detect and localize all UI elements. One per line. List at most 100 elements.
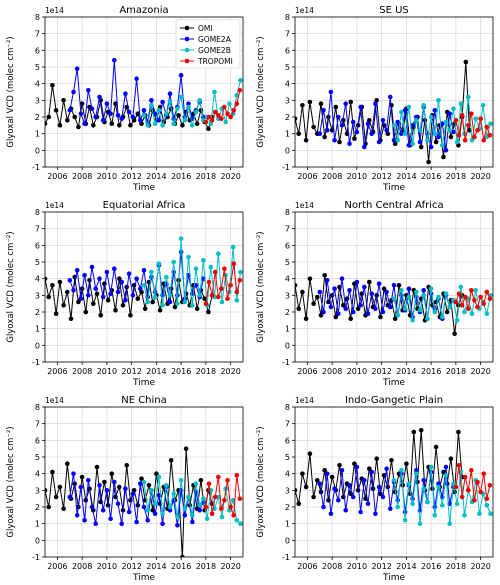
data-point-gome2b	[167, 293, 173, 298]
data-point-gome2b	[164, 483, 169, 488]
data-point-gome2b	[171, 491, 176, 497]
data-point-omi	[318, 101, 324, 106]
data-point-gome2a	[126, 109, 132, 115]
data-point-gome2b	[156, 261, 162, 267]
data-point-gome2b	[141, 479, 147, 485]
data-point-gome2b	[238, 521, 243, 526]
data-point-gome2b	[391, 296, 397, 302]
data-point-gome2a	[190, 519, 195, 525]
data-point-omi	[295, 116, 298, 121]
data-point-gome2b	[238, 269, 243, 275]
data-point-tropomi	[466, 488, 471, 493]
data-point-gome2a	[388, 506, 393, 512]
data-point-gome2a	[160, 521, 165, 526]
series-group	[295, 59, 493, 165]
y-tick-label: 6	[285, 436, 290, 445]
data-point-gome2b	[227, 101, 232, 106]
data-point-gome2a	[436, 481, 441, 487]
data-point-gome2a	[178, 73, 184, 78]
data-point-gome2a	[119, 116, 124, 121]
data-point-gome2a	[380, 118, 386, 123]
data-point-tropomi	[219, 286, 224, 292]
data-point-gome2a	[328, 89, 334, 95]
y-scale-label: 1e14	[45, 396, 64, 405]
data-point-gome2a	[93, 286, 98, 292]
data-point-omi	[50, 283, 55, 288]
data-point-tropomi	[475, 128, 480, 133]
data-point-omi	[411, 429, 417, 435]
data-point-gome2b	[164, 111, 169, 116]
data-point-omi	[311, 124, 316, 130]
data-point-gome2a	[436, 134, 441, 140]
data-point-gome2b	[480, 103, 486, 108]
y-tick-label: 3	[35, 291, 40, 300]
data-point-omi	[150, 299, 155, 305]
y-axis-label: Glyoxal VCD (molec cm⁻²)	[6, 36, 16, 147]
data-point-omi	[120, 303, 126, 308]
y-tick-label: -1	[32, 553, 40, 562]
data-point-gome2a	[336, 498, 341, 503]
data-point-gome2b	[190, 513, 195, 518]
y-tick-label: 1	[35, 520, 40, 529]
data-point-tropomi	[456, 463, 462, 468]
x-axis-label: Time	[382, 573, 405, 583]
data-point-gome2a	[354, 129, 360, 135]
y-scale-label: 1e14	[295, 396, 314, 405]
data-point-gome2b	[197, 503, 202, 508]
data-point-gome2b	[417, 521, 423, 526]
data-point-omi	[333, 314, 339, 320]
data-point-gome2b	[219, 299, 225, 305]
data-point-gome2b	[406, 481, 412, 487]
data-point-omi	[168, 458, 174, 463]
data-point-gome2b	[399, 468, 404, 473]
data-point-gome2a	[186, 101, 191, 106]
data-point-tropomi	[481, 301, 487, 307]
data-point-tropomi	[487, 483, 493, 488]
data-point-gome2b	[171, 259, 176, 265]
y-scale-label: 1e14	[45, 201, 64, 210]
data-point-gome2a	[104, 269, 110, 275]
data-point-gome2a	[336, 114, 341, 120]
data-point-gome2a	[410, 123, 415, 128]
data-point-gome2b	[152, 121, 158, 126]
y-tick-label: 4	[285, 275, 290, 284]
data-point-tropomi	[212, 494, 218, 500]
data-point-gome2b	[141, 283, 147, 288]
data-point-gome2b	[178, 94, 184, 100]
data-point-gome2a	[93, 521, 98, 526]
y-tick-label: 8	[285, 13, 290, 22]
data-point-gome2b	[190, 123, 195, 128]
x-tick-label: 2020	[470, 562, 490, 571]
x-tick-label: 2006	[297, 367, 317, 376]
y-tick-label: 4	[285, 470, 290, 479]
data-point-omi	[329, 474, 335, 480]
series-line-tropomi	[455, 465, 491, 501]
data-point-tropomi	[466, 123, 471, 128]
data-point-gome2a	[421, 288, 427, 293]
data-point-gome2a	[324, 278, 330, 283]
data-point-gome2b	[421, 103, 427, 108]
data-point-gome2a	[93, 114, 98, 120]
data-point-gome2b	[488, 511, 493, 516]
data-point-tropomi	[466, 306, 471, 312]
data-point-gome2b	[443, 473, 449, 478]
data-point-tropomi	[219, 506, 224, 512]
chart-panel: 2006 2008 2010 2012 2014 2016 2018 2020 -1 0 1 2 3 4 5…	[256, 395, 494, 583]
data-point-omi	[303, 316, 309, 322]
data-point-gome2b	[473, 116, 479, 121]
plot-frame	[44, 16, 244, 168]
data-point-omi	[53, 311, 59, 317]
data-point-tropomi	[462, 138, 468, 143]
data-point-omi	[76, 299, 81, 305]
x-tick-label: 2014	[146, 562, 166, 571]
plot-frame	[294, 406, 494, 558]
data-point-omi	[46, 294, 51, 300]
data-point-omi	[315, 478, 320, 483]
data-point-omi	[105, 503, 111, 508]
data-point-gome2b	[201, 496, 206, 502]
data-point-omi	[418, 428, 424, 433]
data-point-gome2a	[347, 483, 352, 488]
data-point-gome2b	[484, 503, 490, 508]
data-point-omi	[202, 296, 207, 302]
data-point-gome2a	[112, 58, 117, 63]
